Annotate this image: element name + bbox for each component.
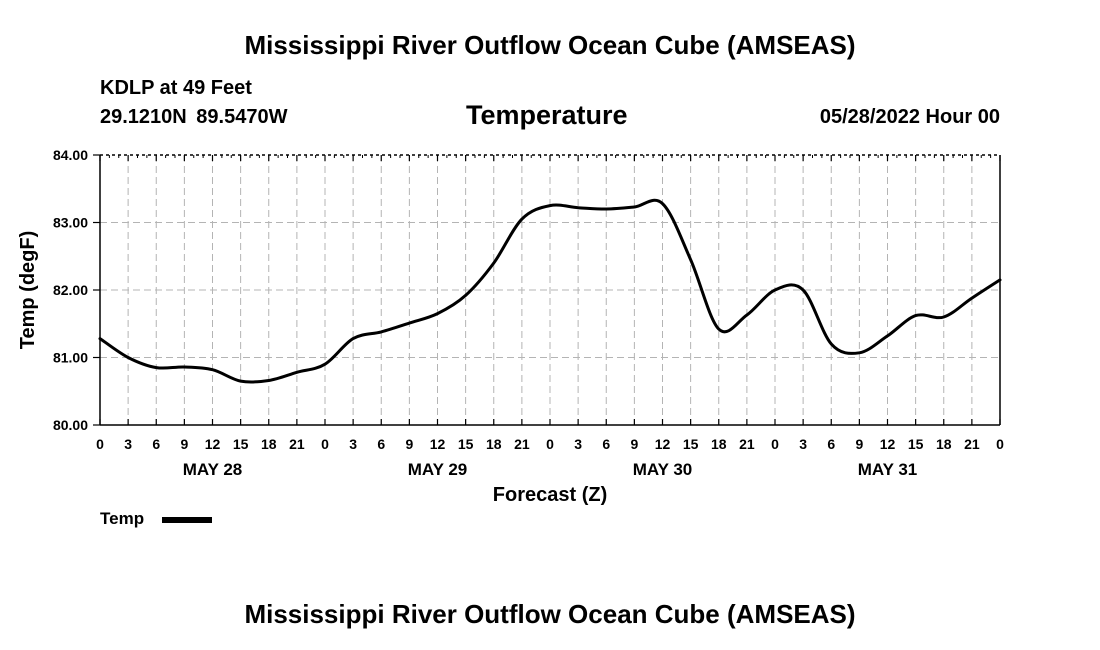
data-point	[127, 356, 129, 359]
axes	[93, 154, 1001, 426]
data-point	[633, 206, 636, 208]
x-tick-label: 18	[711, 436, 727, 452]
x-axis-title: Forecast (Z)	[493, 484, 607, 506]
x-tick-label: 0	[96, 436, 104, 452]
x-tick-label: 12	[205, 436, 221, 452]
x-tick-label: 21	[739, 436, 755, 452]
data-point	[521, 218, 523, 220]
forecast-date: 05/28/2022 Hour 00	[819, 106, 1000, 128]
data-point	[549, 204, 551, 207]
data-point	[380, 331, 383, 333]
y-tick-label: 84.00	[53, 147, 88, 163]
x-tick-label: 9	[855, 436, 863, 452]
data-point	[155, 366, 158, 369]
data-point	[324, 363, 326, 366]
data-point	[268, 379, 270, 382]
x-tick-label: 3	[349, 436, 357, 452]
data-point	[605, 208, 608, 210]
x-tick-label: 9	[180, 436, 188, 452]
x-tick-label: 18	[936, 436, 952, 452]
day-label: MAY 30	[633, 460, 693, 479]
x-tick-label: 21	[964, 436, 980, 452]
x-tick-label: 3	[124, 436, 132, 452]
data-point	[802, 289, 804, 291]
series-layer	[98, 198, 1002, 384]
x-tick-label: 6	[152, 436, 160, 452]
x-tick-label: 15	[683, 436, 699, 452]
data-point	[999, 279, 1001, 281]
x-tick-label: 9	[405, 436, 413, 452]
x-tick-label: 12	[430, 436, 446, 452]
data-point	[886, 335, 889, 337]
data-point	[99, 337, 101, 340]
data-point	[211, 368, 214, 371]
data-point	[661, 202, 664, 205]
x-tick-label: 21	[289, 436, 305, 452]
footer-title: Mississippi River Outflow Ocean Cube (AM…	[244, 599, 856, 629]
y-tick-label: 80.00	[53, 417, 88, 433]
data-point	[858, 352, 861, 354]
day-label: MAY 29	[408, 460, 468, 479]
y-tick-label: 83.00	[53, 215, 88, 231]
x-tick-label: 0	[771, 436, 779, 452]
data-point	[493, 262, 495, 264]
x-tick-label: 21	[514, 436, 530, 452]
x-tick-label: 3	[799, 436, 807, 452]
data-point	[183, 366, 186, 368]
y-tick-label: 82.00	[53, 282, 88, 298]
x-tick-label: 6	[377, 436, 385, 452]
legend-swatch	[162, 517, 212, 523]
x-tick-label: 18	[486, 436, 502, 452]
legend-label: Temp	[100, 509, 145, 528]
data-point	[464, 294, 467, 297]
x-tick-label: 0	[996, 436, 1004, 452]
page-title: Mississippi River Outflow Ocean Cube (AM…	[244, 30, 856, 60]
x-tick-label: 15	[458, 436, 474, 452]
x-tick-label: 12	[655, 436, 671, 452]
coordinates-label: 29.1210N 89.5470W	[100, 106, 288, 128]
data-point	[296, 371, 298, 374]
data-point	[914, 314, 917, 317]
data-point	[830, 343, 833, 345]
data-point	[239, 380, 242, 382]
data-point	[577, 206, 579, 209]
day-label: MAY 28	[183, 460, 243, 479]
x-tick-label: 6	[602, 436, 610, 452]
x-tick-label: 12	[880, 436, 896, 452]
data-point	[746, 314, 748, 316]
axis-labels: 0 3 6 9 12 15 18 21 0 3 6 9 12 15 18 21 0 3 6 9 12 15 18 21 0 3 6 9…	[17, 147, 1004, 506]
x-tick-label: 3	[574, 436, 582, 452]
x-tick-label: 18	[261, 436, 277, 452]
day-label: MAY 31	[858, 460, 918, 479]
x-tick-label: 6	[827, 436, 835, 452]
data-point	[943, 316, 945, 318]
x-tick-label: 0	[321, 436, 329, 452]
data-point	[352, 337, 354, 340]
data-point	[436, 312, 439, 315]
data-point	[774, 289, 776, 291]
data-point	[689, 258, 692, 261]
x-tick-label: 15	[908, 436, 924, 452]
variable-title: Temperature	[466, 100, 628, 130]
data-point	[718, 328, 720, 330]
x-tick-label: 9	[630, 436, 638, 452]
y-tick-label: 81.00	[53, 350, 88, 366]
x-tick-label: 15	[233, 436, 249, 452]
grid	[100, 155, 1000, 425]
y-axis-title: Temp (degF)	[17, 231, 39, 350]
station-label: KDLP at 49 Feet	[100, 77, 252, 99]
data-point	[408, 322, 411, 324]
data-point	[971, 297, 973, 299]
x-tick-label: 0	[546, 436, 554, 452]
